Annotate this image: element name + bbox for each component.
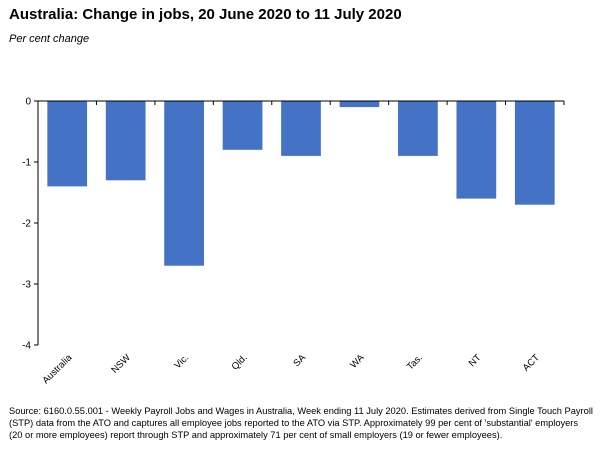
x-tick-label: NT — [467, 352, 484, 369]
x-tick-label: SA — [291, 352, 308, 369]
chart-subtitle: Per cent change — [9, 33, 90, 45]
bar-wa — [339, 101, 380, 108]
y-tick-label: -1 — [22, 158, 31, 169]
chart-title: Australia: Change in jobs, 20 June 2020 … — [9, 6, 402, 23]
bar-vic — [164, 101, 204, 266]
y-tick-label: 0 — [25, 97, 31, 108]
bar-act — [514, 101, 555, 205]
bar-nsw — [105, 101, 146, 181]
bar-nt — [456, 101, 497, 199]
x-tick-label: WA — [348, 352, 367, 371]
x-tick-label: ACT — [521, 352, 542, 373]
y-tick-label: -4 — [22, 341, 31, 352]
y-tick-label: -2 — [22, 219, 31, 230]
bar-sa — [281, 101, 321, 156]
bar-australia — [47, 101, 88, 187]
bar-tas — [398, 101, 438, 156]
source-note: Source: 6160.0.55.001 - Weekly Payroll J… — [9, 406, 593, 440]
x-tick-label: Qld. — [230, 352, 250, 372]
bar-qld — [222, 101, 263, 150]
x-tick-label: Tas. — [405, 352, 425, 372]
x-tick-label: Australia — [40, 352, 74, 386]
y-tick-label: -3 — [22, 280, 31, 291]
x-tick-label: Vic. — [172, 352, 191, 371]
x-tick-label: NSW — [109, 352, 132, 375]
